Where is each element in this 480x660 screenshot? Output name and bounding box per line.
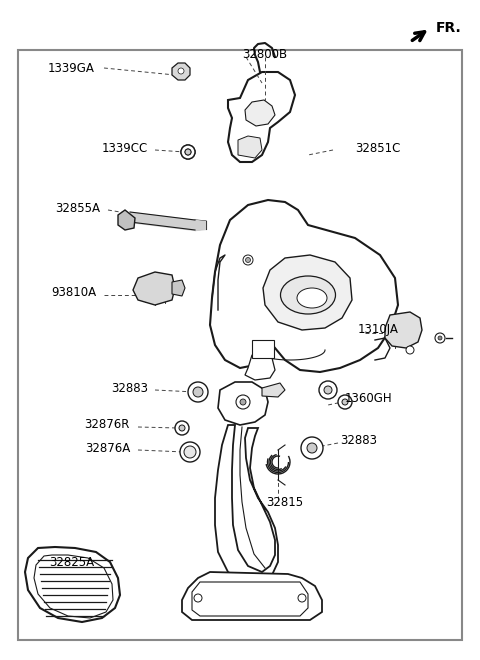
Text: 1310JA: 1310JA [358, 323, 399, 337]
Circle shape [324, 386, 332, 394]
Circle shape [243, 255, 253, 265]
Polygon shape [215, 425, 278, 582]
Text: 32800B: 32800B [242, 48, 288, 61]
Bar [18, 50, 462, 640]
Polygon shape [133, 272, 175, 305]
Circle shape [319, 381, 337, 399]
Circle shape [184, 446, 196, 458]
Text: 32825A: 32825A [49, 556, 95, 568]
Circle shape [194, 594, 202, 602]
Text: 32883: 32883 [111, 381, 148, 395]
Circle shape [175, 421, 189, 435]
Polygon shape [25, 547, 120, 622]
Ellipse shape [280, 276, 336, 314]
Polygon shape [262, 383, 285, 397]
Polygon shape [238, 136, 262, 158]
Circle shape [342, 399, 348, 405]
Text: 1339CC: 1339CC [102, 141, 148, 154]
Circle shape [181, 145, 195, 159]
Circle shape [180, 442, 200, 462]
Polygon shape [34, 555, 113, 618]
Circle shape [193, 387, 203, 397]
Polygon shape [228, 72, 295, 162]
Bar [252, 340, 274, 358]
Circle shape [438, 336, 442, 340]
Circle shape [307, 443, 317, 453]
Text: FR.: FR. [436, 21, 462, 35]
Polygon shape [245, 100, 275, 126]
Polygon shape [263, 255, 352, 330]
Circle shape [188, 382, 208, 402]
Text: 32876A: 32876A [85, 442, 130, 455]
Circle shape [178, 68, 184, 74]
Polygon shape [245, 355, 275, 380]
Circle shape [406, 346, 414, 354]
Circle shape [301, 437, 323, 459]
Circle shape [185, 149, 191, 155]
Polygon shape [385, 312, 422, 348]
Polygon shape [172, 280, 185, 296]
Circle shape [245, 257, 251, 263]
Polygon shape [192, 582, 308, 616]
Polygon shape [218, 382, 268, 425]
Text: 32851C: 32851C [355, 141, 400, 154]
Circle shape [435, 333, 445, 343]
Circle shape [181, 145, 195, 159]
Text: 1339GA: 1339GA [48, 61, 95, 75]
Polygon shape [210, 200, 398, 372]
Ellipse shape [297, 288, 327, 308]
Text: 32883: 32883 [340, 434, 377, 447]
Text: 32855A: 32855A [55, 201, 100, 214]
Circle shape [298, 594, 306, 602]
Circle shape [338, 395, 352, 409]
Circle shape [240, 399, 246, 405]
Text: 93810A: 93810A [51, 286, 96, 300]
Polygon shape [118, 210, 135, 230]
Text: 32876R: 32876R [84, 418, 130, 432]
Circle shape [179, 425, 185, 431]
Text: 1360GH: 1360GH [345, 391, 393, 405]
Polygon shape [172, 63, 190, 80]
Circle shape [185, 149, 191, 155]
Text: 32815: 32815 [266, 496, 303, 508]
Circle shape [236, 395, 250, 409]
Polygon shape [182, 572, 322, 620]
